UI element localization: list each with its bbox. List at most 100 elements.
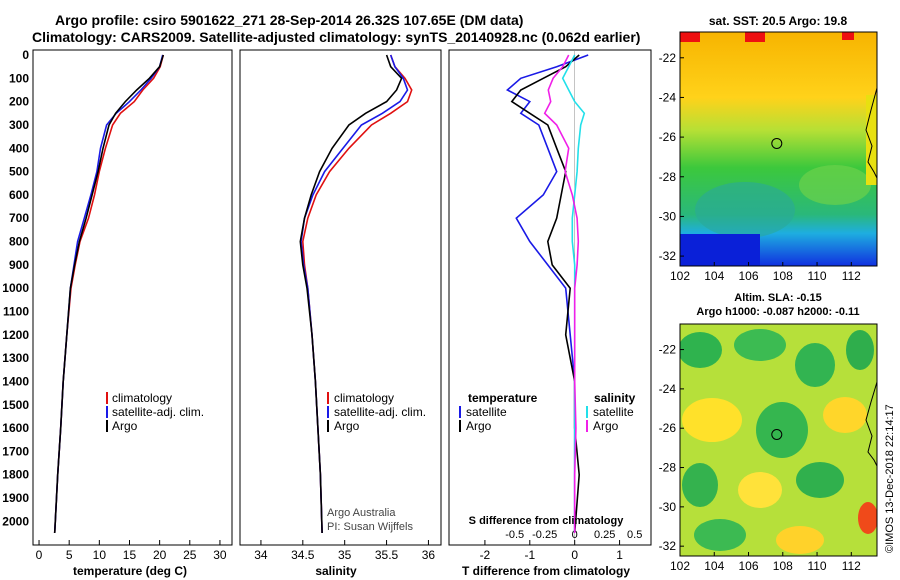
- sst-field: [680, 32, 877, 266]
- x-tick-label: 34.5: [291, 548, 315, 562]
- map-y-tick-label: -32: [659, 249, 677, 263]
- figure-title-line2: Climatology: CARS2009. Satellite-adjuste…: [32, 29, 640, 45]
- map-x-tick-label: 102: [670, 559, 690, 573]
- legend-temperature: climatology satellite-adj. clim. Argo: [106, 391, 204, 433]
- credit-line1: Argo Australia: [327, 507, 396, 519]
- map-y-tick-label: -30: [659, 500, 677, 514]
- salinity-difference-axis-title: S difference from climatology: [469, 515, 625, 527]
- sst-patch: [680, 32, 700, 42]
- x-tick-label: 30: [213, 548, 227, 562]
- credit-line2: PI: Susan Wijffels: [327, 521, 413, 533]
- depth-tick-label: 400: [9, 141, 29, 155]
- depth-tick-label: 200: [9, 95, 29, 109]
- x-tick-label: 0: [36, 548, 43, 562]
- depth-tick-label: 800: [9, 235, 29, 249]
- sst-map: [680, 32, 877, 266]
- map-x-tick-label: 104: [704, 559, 724, 573]
- sla-blob: [734, 329, 786, 361]
- legend-label-satellite: satellite-adj. clim.: [112, 405, 204, 419]
- map-x-tick-label: 106: [739, 559, 759, 573]
- x-tick-label: 20: [153, 548, 167, 562]
- sla-blob: [682, 463, 718, 507]
- map-x-tick-label: 102: [670, 269, 690, 283]
- sst-map-frame: [679, 31, 878, 267]
- depth-tick-label: 900: [9, 258, 29, 272]
- depth-tick-label: 300: [9, 118, 29, 132]
- sst-patch: [680, 234, 760, 266]
- depth-axis: 0 100 200 300 400 500 600 700 800 900 1000 1100 1200…: [2, 48, 651, 528]
- depth-tick-label: 600: [9, 188, 29, 202]
- depth-tick-label: 2000: [2, 514, 29, 528]
- legend-label-sal-argo: Argo: [593, 419, 619, 433]
- depth-tick-label: 1100: [3, 304, 29, 318]
- x-tick-label: 35.5: [375, 548, 399, 562]
- x-tick-label: 36: [422, 548, 436, 562]
- x2-tick-label: 0.5: [627, 529, 642, 541]
- argo-location-marker: [771, 137, 783, 149]
- depth-tick-label: 500: [9, 165, 29, 179]
- depth-tick-label: 1600: [2, 421, 29, 435]
- sla-map-subtitle: Argo h1000: -0.087 h2000: -0.11: [696, 306, 859, 318]
- map-x-tick-label: 112: [842, 269, 861, 283]
- map-y-tick-label: -26: [659, 130, 677, 144]
- map-x-tick-label: 110: [807, 269, 826, 283]
- map-x-tick-label: 106: [739, 269, 759, 283]
- depth-tick-label: 1000: [2, 281, 29, 295]
- legend-label-argo: Argo: [334, 419, 360, 433]
- sla-map: [680, 324, 877, 556]
- map-x-tick-label: 108: [773, 559, 793, 573]
- sst-patch: [799, 165, 871, 205]
- x-tick-label: 10: [93, 548, 107, 562]
- sst-patch: [866, 95, 877, 185]
- x2-tick-label: 0.25: [594, 529, 615, 541]
- legend-difference: temperature satellite Argo salinity sate…: [459, 391, 636, 433]
- legend-label-climatology: climatology: [112, 391, 172, 405]
- map-y-tick-label: -26: [659, 421, 677, 435]
- sla-map-frame: [679, 323, 878, 557]
- difference-panel: [448, 49, 652, 546]
- legend-heading-temperature: temperature: [468, 391, 538, 405]
- coastline: [865, 87, 877, 179]
- map-x-tick-label: 108: [773, 269, 793, 283]
- x2-tick-label: -0.5: [505, 529, 524, 541]
- sst-patch: [842, 32, 854, 40]
- profile-line-argo: [299, 54, 403, 534]
- sla-blob: [756, 402, 808, 458]
- difference-axis-title: T difference from climatology: [462, 564, 630, 578]
- legend-label-temp-argo: Argo: [466, 419, 492, 433]
- x-tick-label: 15: [123, 548, 137, 562]
- map-y-tick-label: -22: [659, 51, 677, 65]
- map-y-tick-label: -32: [659, 539, 677, 553]
- map-x-tick-label: 104: [704, 269, 724, 283]
- timestamp: ©IMOS 13-Dec-2018 22:14:17: [884, 404, 896, 553]
- depth-tick-label: 100: [9, 71, 29, 85]
- x-tick-label: -2: [480, 548, 491, 562]
- depth-tick-label: 1800: [2, 468, 29, 482]
- depth-tick-label: 700: [9, 211, 29, 225]
- x-tick-label: 0: [571, 548, 578, 562]
- salinity-panel: [239, 49, 442, 546]
- legend-label-satellite: satellite-adj. clim.: [334, 405, 426, 419]
- sst-patch: [695, 182, 795, 238]
- sla-blob: [795, 343, 835, 387]
- depth-tick-label: 1700: [2, 444, 29, 458]
- depth-tick-label: 1200: [2, 328, 29, 342]
- temperature-axis-title: temperature (deg C): [73, 564, 187, 578]
- legend-heading-salinity: salinity: [594, 391, 636, 405]
- map-y-tick-label: -24: [659, 382, 677, 396]
- legend-salinity: climatology satellite-adj. clim. Argo: [327, 391, 426, 433]
- x2-tick-label: 0: [572, 529, 578, 541]
- sla-blob: [858, 502, 877, 534]
- x-tick-label: 1: [616, 548, 623, 562]
- x-tick-label: 5: [66, 548, 73, 562]
- x-tick-label: 25: [183, 548, 197, 562]
- x-tick-label: 35: [338, 548, 352, 562]
- map-x-tick-label: 110: [807, 559, 826, 573]
- map-y-tick-label: -28: [659, 170, 677, 184]
- depth-tick-label: 1400: [2, 374, 29, 388]
- figure-title-line1: Argo profile: csiro 5901622_271 28-Sep-2…: [55, 12, 523, 28]
- map-y-tick-label: -28: [659, 461, 677, 475]
- depth-tick-label: 1500: [2, 398, 29, 412]
- sst-patch: [745, 32, 765, 42]
